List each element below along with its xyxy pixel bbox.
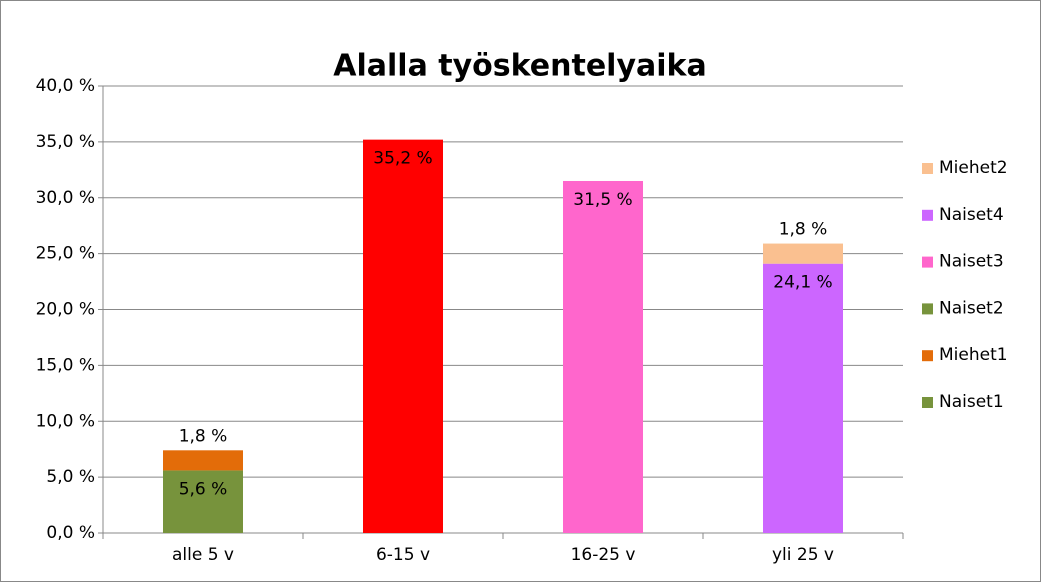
data-label: 35,2 % <box>373 149 432 169</box>
data-label: 31,5 % <box>573 190 632 210</box>
legend-label: Naiset4 <box>939 205 1004 225</box>
bar-segment <box>163 470 243 533</box>
legend-label: Naiset2 <box>939 298 1004 318</box>
bar-segment <box>163 450 243 471</box>
y-tick-label: 30,0 % <box>36 188 95 208</box>
bar-segment <box>563 180 643 534</box>
legend-label: Naiset1 <box>939 392 1004 412</box>
x-tick-label: yli 25 v <box>772 545 834 565</box>
y-tick-label: 15,0 % <box>36 355 95 375</box>
y-tick-label: 25,0 % <box>36 244 95 264</box>
y-tick-label: 10,0 % <box>36 411 95 431</box>
bar-segment <box>363 139 443 533</box>
legend-swatch <box>922 397 933 408</box>
legend-label: Miehet2 <box>939 158 1008 178</box>
data-label: 24,1 % <box>773 273 832 293</box>
chart-title: Alalla työskentelyaika <box>333 49 706 84</box>
x-tick-label: 16-25 v <box>571 545 636 565</box>
y-tick-label: 0,0 % <box>46 523 95 543</box>
legend-swatch <box>922 303 933 315</box>
y-tick-label: 20,0 % <box>36 300 95 320</box>
bar-segment <box>763 263 843 533</box>
y-tick-label: 5,0 % <box>46 467 95 487</box>
bar-segment <box>763 243 843 264</box>
legend-swatch <box>922 256 933 268</box>
legend-swatch <box>922 209 933 221</box>
y-tick-label: 35,0 % <box>36 132 95 152</box>
x-tick-label: 6-15 v <box>376 545 430 565</box>
legend-label: Miehet1 <box>939 345 1008 365</box>
y-tick-label: 40,0 % <box>36 76 95 96</box>
legend-swatch <box>922 350 933 362</box>
data-label: 5,6 % <box>179 479 228 499</box>
x-tick-label: alle 5 v <box>172 545 234 565</box>
legend-swatch <box>922 163 933 174</box>
legend-label: Naiset3 <box>939 252 1004 272</box>
data-label: 1,8 % <box>179 426 228 446</box>
data-label: 1,8 % <box>779 220 828 240</box>
